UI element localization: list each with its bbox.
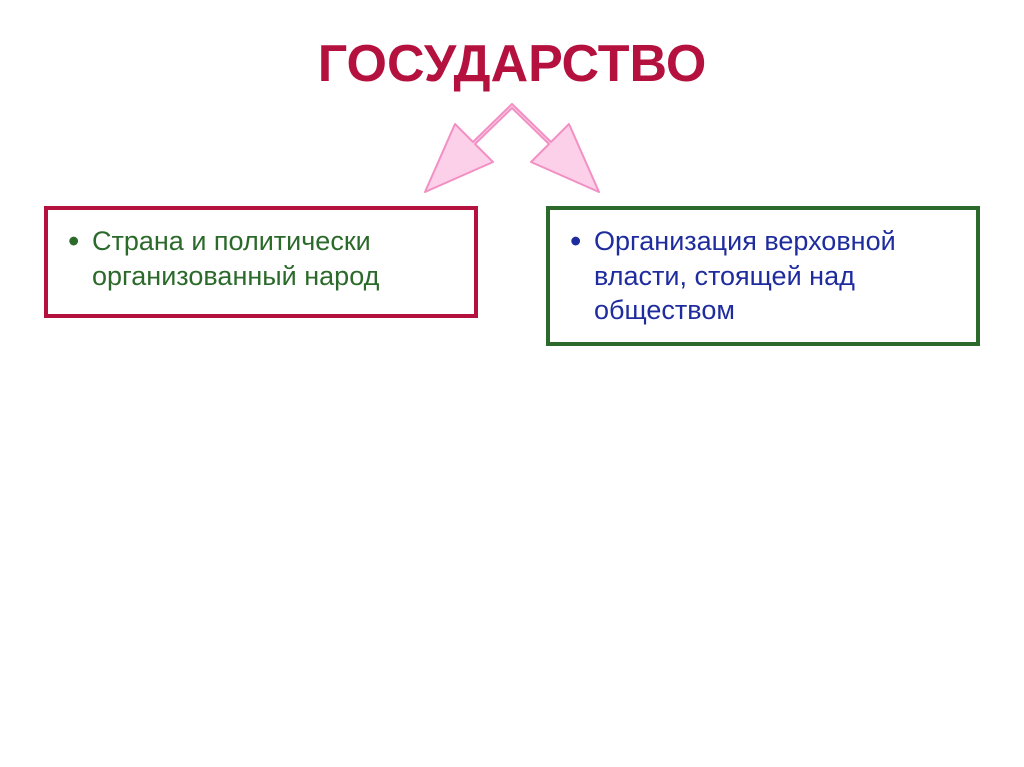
slide: ГОСУДАРСТВО Страна и политически организ… [0,0,1024,767]
definition-item: Организация верховной власти, стоящей на… [560,224,962,328]
arrow-path [425,104,599,192]
definition-item: Страна и политически организованный наро… [58,224,460,293]
split-arrow-icon [423,102,601,196]
definition-list-left: Страна и политически организованный наро… [58,224,460,293]
definition-list-right: Организация верховной власти, стоящей на… [560,224,962,328]
definition-box-right: Организация верховной власти, стоящей на… [546,206,980,346]
definition-box-left: Страна и политически организованный наро… [44,206,478,318]
slide-title: ГОСУДАРСТВО [0,34,1024,94]
